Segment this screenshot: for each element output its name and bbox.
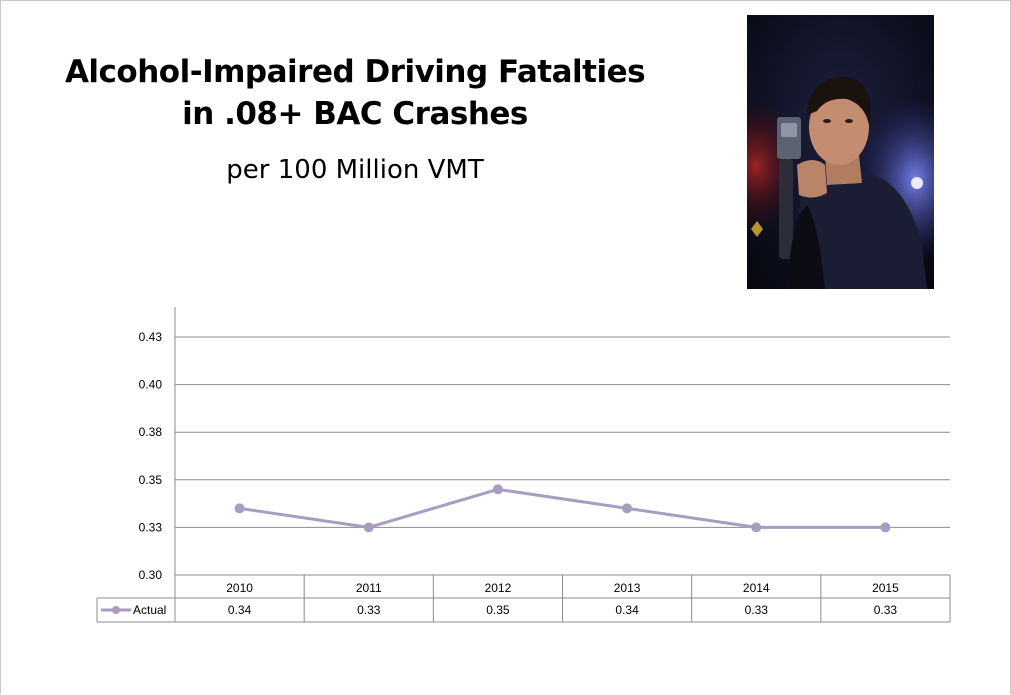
data-point (493, 484, 503, 494)
y-tick-label: 0.43 (139, 330, 163, 344)
data-table-value: 0.34 (228, 603, 252, 617)
x-tick-label: 2014 (743, 581, 770, 595)
y-tick-label: 0.38 (139, 425, 163, 439)
legend-marker (112, 606, 120, 614)
data-table-value: 0.33 (745, 603, 769, 617)
legend-label-actual: Actual (133, 603, 166, 617)
x-tick-label: 2013 (614, 581, 641, 595)
series-line-actual (240, 489, 886, 527)
series-actual (235, 484, 891, 532)
y-tick-label: 0.40 (139, 378, 163, 392)
data-table-value: 0.33 (357, 603, 381, 617)
x-tick-label: 2012 (485, 581, 512, 595)
data-table-value: 0.35 (486, 603, 510, 617)
x-tick-label: 2011 (356, 581, 382, 595)
y-tick-label: 0.35 (139, 473, 163, 487)
y-tick-label: 0.30 (139, 568, 163, 582)
data-point (751, 522, 761, 532)
data-table-value: 0.34 (615, 603, 639, 617)
x-tick-label: 2015 (872, 581, 899, 595)
data-table-value: 0.33 (874, 603, 898, 617)
y-tick-label: 0.33 (139, 520, 163, 534)
data-point (364, 522, 374, 532)
x-tick-label: 2010 (226, 581, 253, 595)
data-point (880, 522, 890, 532)
data-point (235, 503, 245, 513)
y-axis-ticks: 0.30 0.33 0.35 0.38 0.40 0.43 (139, 330, 163, 582)
data-table: 2010 2011 2012 2013 2014 2015 Actual 0.34 0.33 0.… (97, 575, 950, 622)
data-point (622, 503, 632, 513)
